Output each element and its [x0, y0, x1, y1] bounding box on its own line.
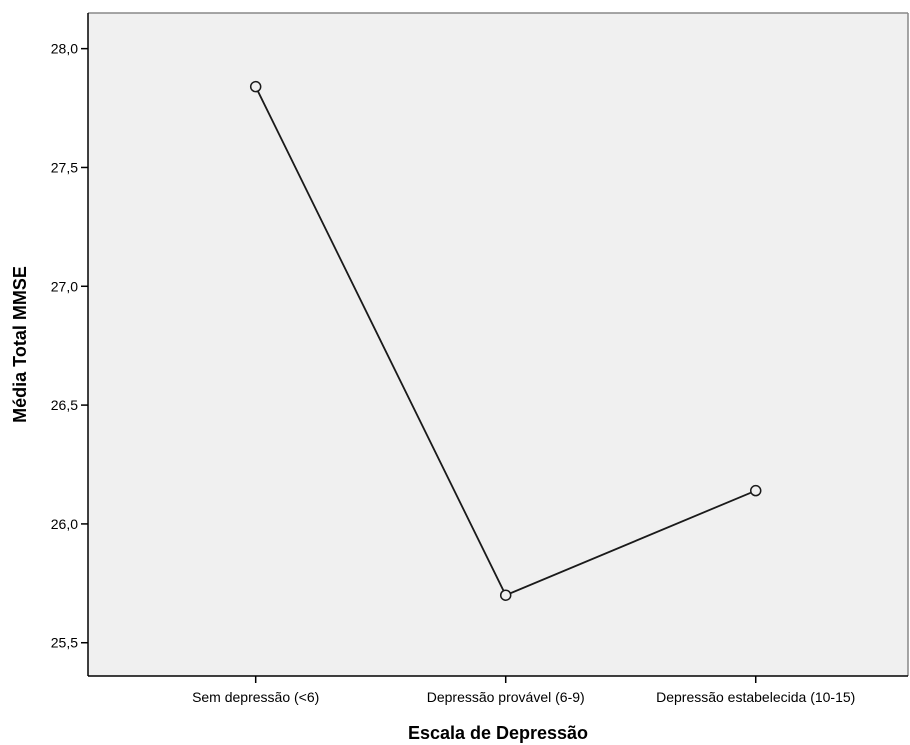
plot-area: [88, 13, 908, 676]
y-tick-label: 27,0: [51, 278, 78, 294]
x-axis-title: Escala de Depressão: [408, 723, 588, 743]
x-tick-label: Sem depressão (<6): [192, 689, 319, 705]
data-point: [499, 589, 512, 601]
x-axis-ticks: Sem depressão (<6) Depressão provável (6-…: [192, 676, 855, 705]
y-tick-label: 26,5: [51, 397, 78, 413]
y-axis-ticks: 25,5 26,0 26,5 27,0 27,5 28,0: [51, 41, 88, 651]
series-group: [249, 80, 762, 601]
y-tick-label: 25,5: [51, 635, 78, 651]
x-tick-label: Depressão provável (6-9): [427, 689, 585, 705]
y-tick-label: 26,0: [51, 516, 78, 532]
y-tick-label: 28,0: [51, 41, 78, 57]
y-axis-title: Média Total MMSE: [10, 266, 30, 423]
y-tick-label: 27,5: [51, 159, 78, 175]
x-tick-label: Depressão estabelecida (10-15): [656, 689, 855, 705]
data-point: [249, 80, 262, 93]
data-point: [749, 484, 762, 497]
